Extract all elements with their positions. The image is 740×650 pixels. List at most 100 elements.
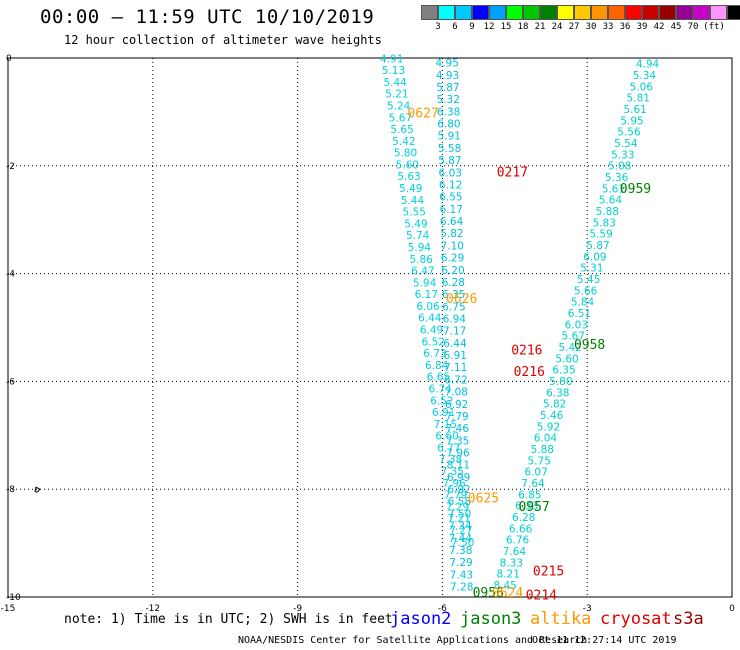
legend-swatch [574, 5, 591, 20]
time-annotation: 0214 [526, 589, 557, 604]
swh-value: 7.17 [443, 326, 466, 338]
swh-value: 6.76 [506, 535, 530, 547]
swh-value: 5.75 [528, 455, 551, 467]
swh-value: 7.46 [446, 423, 470, 435]
legend-swatch [727, 5, 740, 20]
swh-value: 5.83 [593, 217, 616, 229]
legend-swatch [523, 5, 540, 20]
swh-value: 7.64 [521, 478, 545, 490]
swh-value: 6.72 [444, 374, 467, 386]
legend-label: 21 [534, 22, 546, 32]
swh-value: 6.28 [512, 512, 535, 524]
swh-value: 5.87 [436, 82, 459, 94]
swh-value: 6.09 [583, 251, 606, 263]
swh-value: 5.13 [382, 65, 405, 77]
swh-value: 6.38 [546, 387, 569, 399]
swh-value: 5.87 [438, 155, 461, 167]
swh-value: 6.52 [422, 336, 445, 348]
swh-value: 4.93 [436, 70, 459, 82]
swh-value: 5.55 [403, 207, 426, 219]
legend-swatch [455, 5, 472, 20]
y-tick-label: 0 [6, 54, 12, 64]
legend-swatch [710, 5, 727, 20]
swh-value: 7.35 [446, 435, 469, 447]
time-annotation: 0956 [473, 586, 504, 601]
coastline-fragment [34, 486, 41, 493]
legend-label: 33 [602, 22, 614, 32]
swh-value: 6.07 [524, 467, 547, 479]
legend-label: 15 [500, 22, 512, 32]
swh-value: 7.11 [444, 362, 467, 374]
time-annotation: 0625 [468, 492, 499, 507]
legend-unit: (ft) [703, 22, 725, 32]
legend-label: 24 [551, 22, 563, 32]
swh-value: 5.67 [389, 112, 412, 124]
swh-value: 8.21 [497, 569, 520, 581]
x-tick-label: -15 [1, 604, 16, 614]
swh-value: 7.43 [450, 569, 473, 581]
sat-label-jason3: jason3 [460, 609, 522, 629]
y-tick-label: -2 [6, 162, 15, 172]
swh-value: 5.36 [605, 172, 629, 184]
legend-swatch [693, 5, 710, 20]
chart-title: 00:00 – 11:59 UTC 10/10/2019 [40, 6, 375, 28]
swh-value: 7.29 [449, 557, 472, 569]
swh-value: 5.81 [627, 93, 650, 105]
legend-swatch [472, 5, 489, 20]
swh-value: 5.64 [599, 195, 623, 207]
swh-value: 6.77 [437, 442, 460, 454]
time-annotation: 0216 [511, 343, 542, 358]
legend-swatch [591, 5, 608, 20]
swh-value: 6.44 [418, 313, 442, 325]
swh-value: 7.29 [446, 501, 469, 513]
swh-value: 6.06 [416, 301, 440, 313]
swh-value: 5.33 [611, 149, 634, 161]
swh-value: 6.91 [444, 350, 467, 362]
sat-label-cryosat: cryosat [600, 609, 672, 629]
swh-value: 5.06 [630, 81, 654, 93]
legend-swatch [540, 5, 557, 20]
swh-value: 5.49 [404, 218, 427, 230]
legend-swatch [625, 5, 642, 20]
legend-label: 39 [636, 22, 648, 32]
swh-value: 6.85 [518, 489, 541, 501]
swh-value: 5.49 [399, 183, 422, 195]
swh-value: 6.17 [440, 204, 463, 216]
swh-value: 5.58 [438, 143, 461, 155]
legend-swatches [421, 5, 740, 20]
y-tick-label: -10 [6, 593, 21, 603]
y-tick-label: -6 [6, 377, 15, 387]
swh-value: 5.42 [392, 136, 415, 148]
swh-value: 6.38 [437, 106, 460, 118]
swh-value: 5.80 [394, 148, 417, 160]
swh-value: 7.34 [448, 521, 472, 533]
swh-value: 5.61 [602, 183, 625, 195]
y-tick-label: -8 [6, 485, 15, 495]
legend-label: 70 [687, 22, 699, 32]
legend-label: 9 [469, 22, 475, 32]
time-annotation: 0958 [574, 338, 605, 353]
swh-value: 5.94 [408, 242, 432, 254]
x-tick-label: -3 [583, 604, 592, 614]
swh-value: 5.34 [633, 70, 657, 82]
swh-value: 6.04 [534, 433, 558, 445]
swh-value: 6.29 [441, 253, 464, 265]
swh-value: 5.80 [549, 376, 572, 388]
swh-value: 7.50 [451, 537, 474, 549]
time-annotation: 0215 [533, 564, 564, 579]
legend-label: 27 [568, 22, 580, 32]
swh-value: 5.67 [562, 331, 585, 343]
swh-value: 5.63 [397, 171, 420, 183]
swh-value: 5.24 [387, 100, 411, 112]
swh-value: 7.10 [441, 240, 464, 252]
swh-value: 5.31 [580, 263, 603, 275]
legend-label: 45 [670, 22, 682, 32]
swh-value: 5.32 [437, 94, 460, 106]
color-legend: 3 6 9 12 15 18 21 24 27 30 33 36 39 42 45 70 (ft) [421, 5, 740, 36]
swh-value: 7.50 [448, 508, 471, 520]
swh-value: 5.74 [406, 230, 430, 242]
swh-value: 8.11 [447, 460, 470, 472]
swh-value: 5.87 [586, 240, 609, 252]
swh-value: 5.42 [558, 342, 581, 354]
